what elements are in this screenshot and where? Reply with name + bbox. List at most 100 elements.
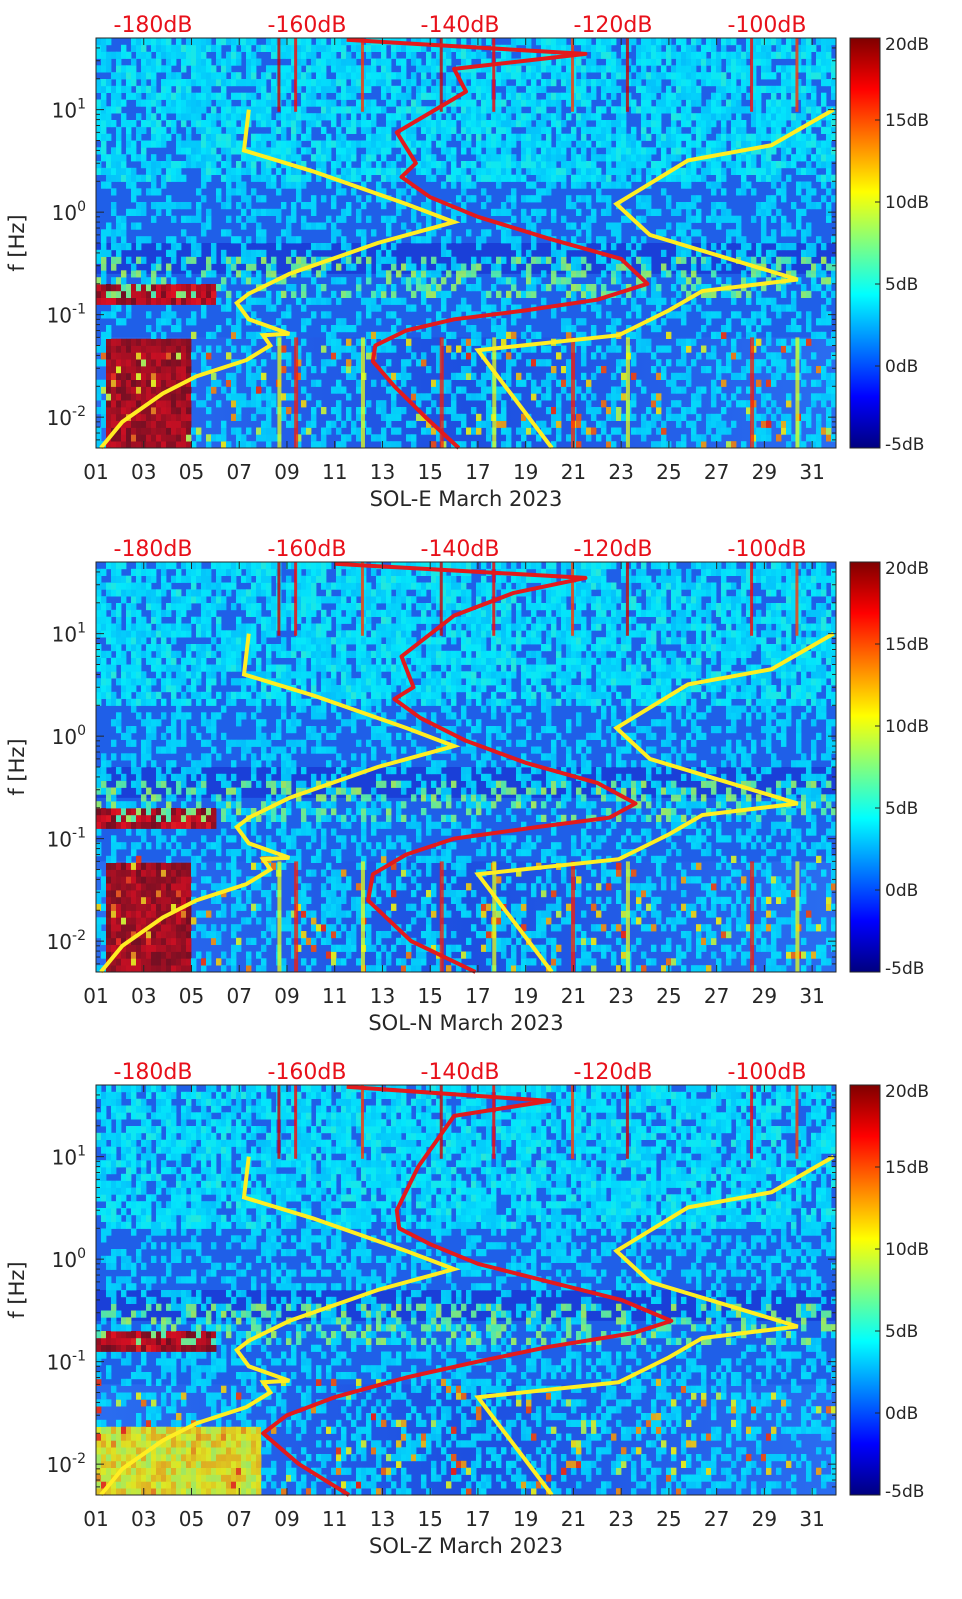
event-streak-low	[795, 337, 800, 448]
spectrogram-cell	[366, 140, 372, 148]
spectrogram-cell	[721, 420, 727, 428]
spectrogram-cell	[676, 113, 682, 121]
spectrogram-cell	[461, 366, 467, 374]
spectrogram-cell	[146, 72, 152, 80]
spectrogram-cell	[656, 85, 662, 93]
spectrogram-cell	[746, 38, 752, 46]
spectrogram-cell	[596, 311, 602, 319]
event-streak-low	[360, 337, 365, 448]
spectrogram-cell	[451, 331, 457, 339]
spectrogram-cell	[301, 222, 307, 230]
spectrogram-cell	[781, 181, 787, 189]
spectrogram-cell	[136, 379, 142, 387]
spectrogram-cell	[791, 120, 797, 128]
spectrogram-cell	[151, 359, 157, 367]
spectrogram-cell	[386, 174, 392, 182]
spectrogram-cell	[821, 195, 827, 203]
spectrogram-cell	[716, 202, 722, 210]
spectrogram-cell	[766, 106, 772, 114]
spectrogram-cell	[201, 400, 207, 408]
spectrogram-cell	[576, 167, 582, 175]
spectrogram-cell	[261, 249, 267, 257]
spectrogram-cell	[786, 140, 792, 148]
spectrogram-cell	[586, 290, 592, 298]
spectrogram-cell	[726, 236, 732, 244]
spectrogram-cell	[301, 161, 307, 169]
spectrogram-cell	[176, 434, 182, 442]
spectrogram-cell	[276, 188, 282, 196]
spectrogram-cell	[641, 215, 647, 223]
spectrogram-cell	[556, 140, 562, 148]
spectrogram-cell	[636, 147, 642, 155]
spectrogram-cell	[136, 222, 142, 230]
spectrogram-cell	[561, 147, 567, 155]
spectrogram-cell	[136, 413, 142, 421]
spectrogram-cell	[401, 222, 407, 230]
spectrogram-cell	[766, 202, 772, 210]
spectrogram-cell	[251, 106, 257, 114]
spectrogram-cell	[306, 133, 312, 141]
y-tick-label: 10-1	[47, 302, 86, 328]
spectrogram-cell	[261, 44, 267, 52]
spectrogram-cell	[101, 345, 107, 353]
spectrogram-cell	[776, 284, 782, 292]
spectrogram-cell	[191, 256, 197, 264]
spectrogram-cell	[506, 174, 512, 182]
spectrogram-cell	[636, 140, 642, 148]
spectrogram-cell	[701, 290, 707, 298]
spectrogram-cell	[181, 297, 187, 305]
spectrogram-cell	[471, 38, 477, 46]
spectrogram-cell	[141, 352, 147, 360]
spectrogram-cell	[251, 441, 257, 449]
spectrogram-cell	[121, 222, 127, 230]
spectrogram-cell	[391, 174, 397, 182]
spectrogram-cell	[641, 195, 647, 203]
spectrogram-cell	[711, 167, 717, 175]
spectrogram-cell	[636, 58, 642, 66]
spectrogram-cell	[586, 140, 592, 148]
spectrogram-cell	[106, 331, 112, 339]
spectrogram-cell	[636, 167, 642, 175]
spectrogram-cell	[246, 215, 252, 223]
spectrogram-cell	[651, 58, 657, 66]
spectrogram-cell	[451, 284, 457, 292]
spectrogram-cell	[566, 85, 572, 93]
spectrogram-cell	[551, 154, 557, 162]
spectrogram-cell	[601, 256, 607, 264]
spectrogram-cell	[541, 379, 547, 387]
spectrogram-cell	[311, 154, 317, 162]
spectrogram-cell	[496, 99, 502, 107]
spectrogram-cell	[721, 407, 727, 415]
spectrogram-cell	[301, 202, 307, 210]
spectrogram-cell	[741, 154, 747, 162]
spectrogram-cell	[646, 58, 652, 66]
spectrogram-cell	[751, 120, 757, 128]
spectrogram-cell	[396, 174, 402, 182]
spectrogram-cell	[296, 72, 302, 80]
spectrogram-cell	[761, 413, 767, 421]
spectrogram-cell	[476, 427, 482, 435]
spectrogram-cell	[171, 174, 177, 182]
spectrogram-cell	[176, 407, 182, 415]
spectrogram-cell	[356, 366, 362, 374]
spectrogram-cell	[291, 44, 297, 52]
spectrogram-cell	[196, 202, 202, 210]
spectrogram-cell	[806, 243, 812, 251]
spectrogram-cell	[206, 297, 212, 305]
spectrogram-cell	[296, 195, 302, 203]
spectrogram-cell	[731, 441, 737, 449]
spectrogram-cell	[341, 99, 347, 107]
spectrogram-cell	[736, 65, 742, 73]
spectrogram-cell	[346, 58, 352, 66]
spectrogram-cell	[581, 44, 587, 52]
spectrogram-cell	[251, 65, 257, 73]
spectrogram-cell	[226, 270, 232, 278]
spectrogram-cell	[531, 277, 537, 285]
spectrogram-cell	[706, 113, 712, 121]
spectrogram-cell	[191, 92, 197, 100]
spectrogram-cell	[146, 120, 152, 128]
spectrogram-cell	[756, 133, 762, 141]
spectrogram-cell	[606, 325, 612, 333]
spectrogram-cell	[231, 147, 237, 155]
spectrogram-cell	[751, 161, 757, 169]
